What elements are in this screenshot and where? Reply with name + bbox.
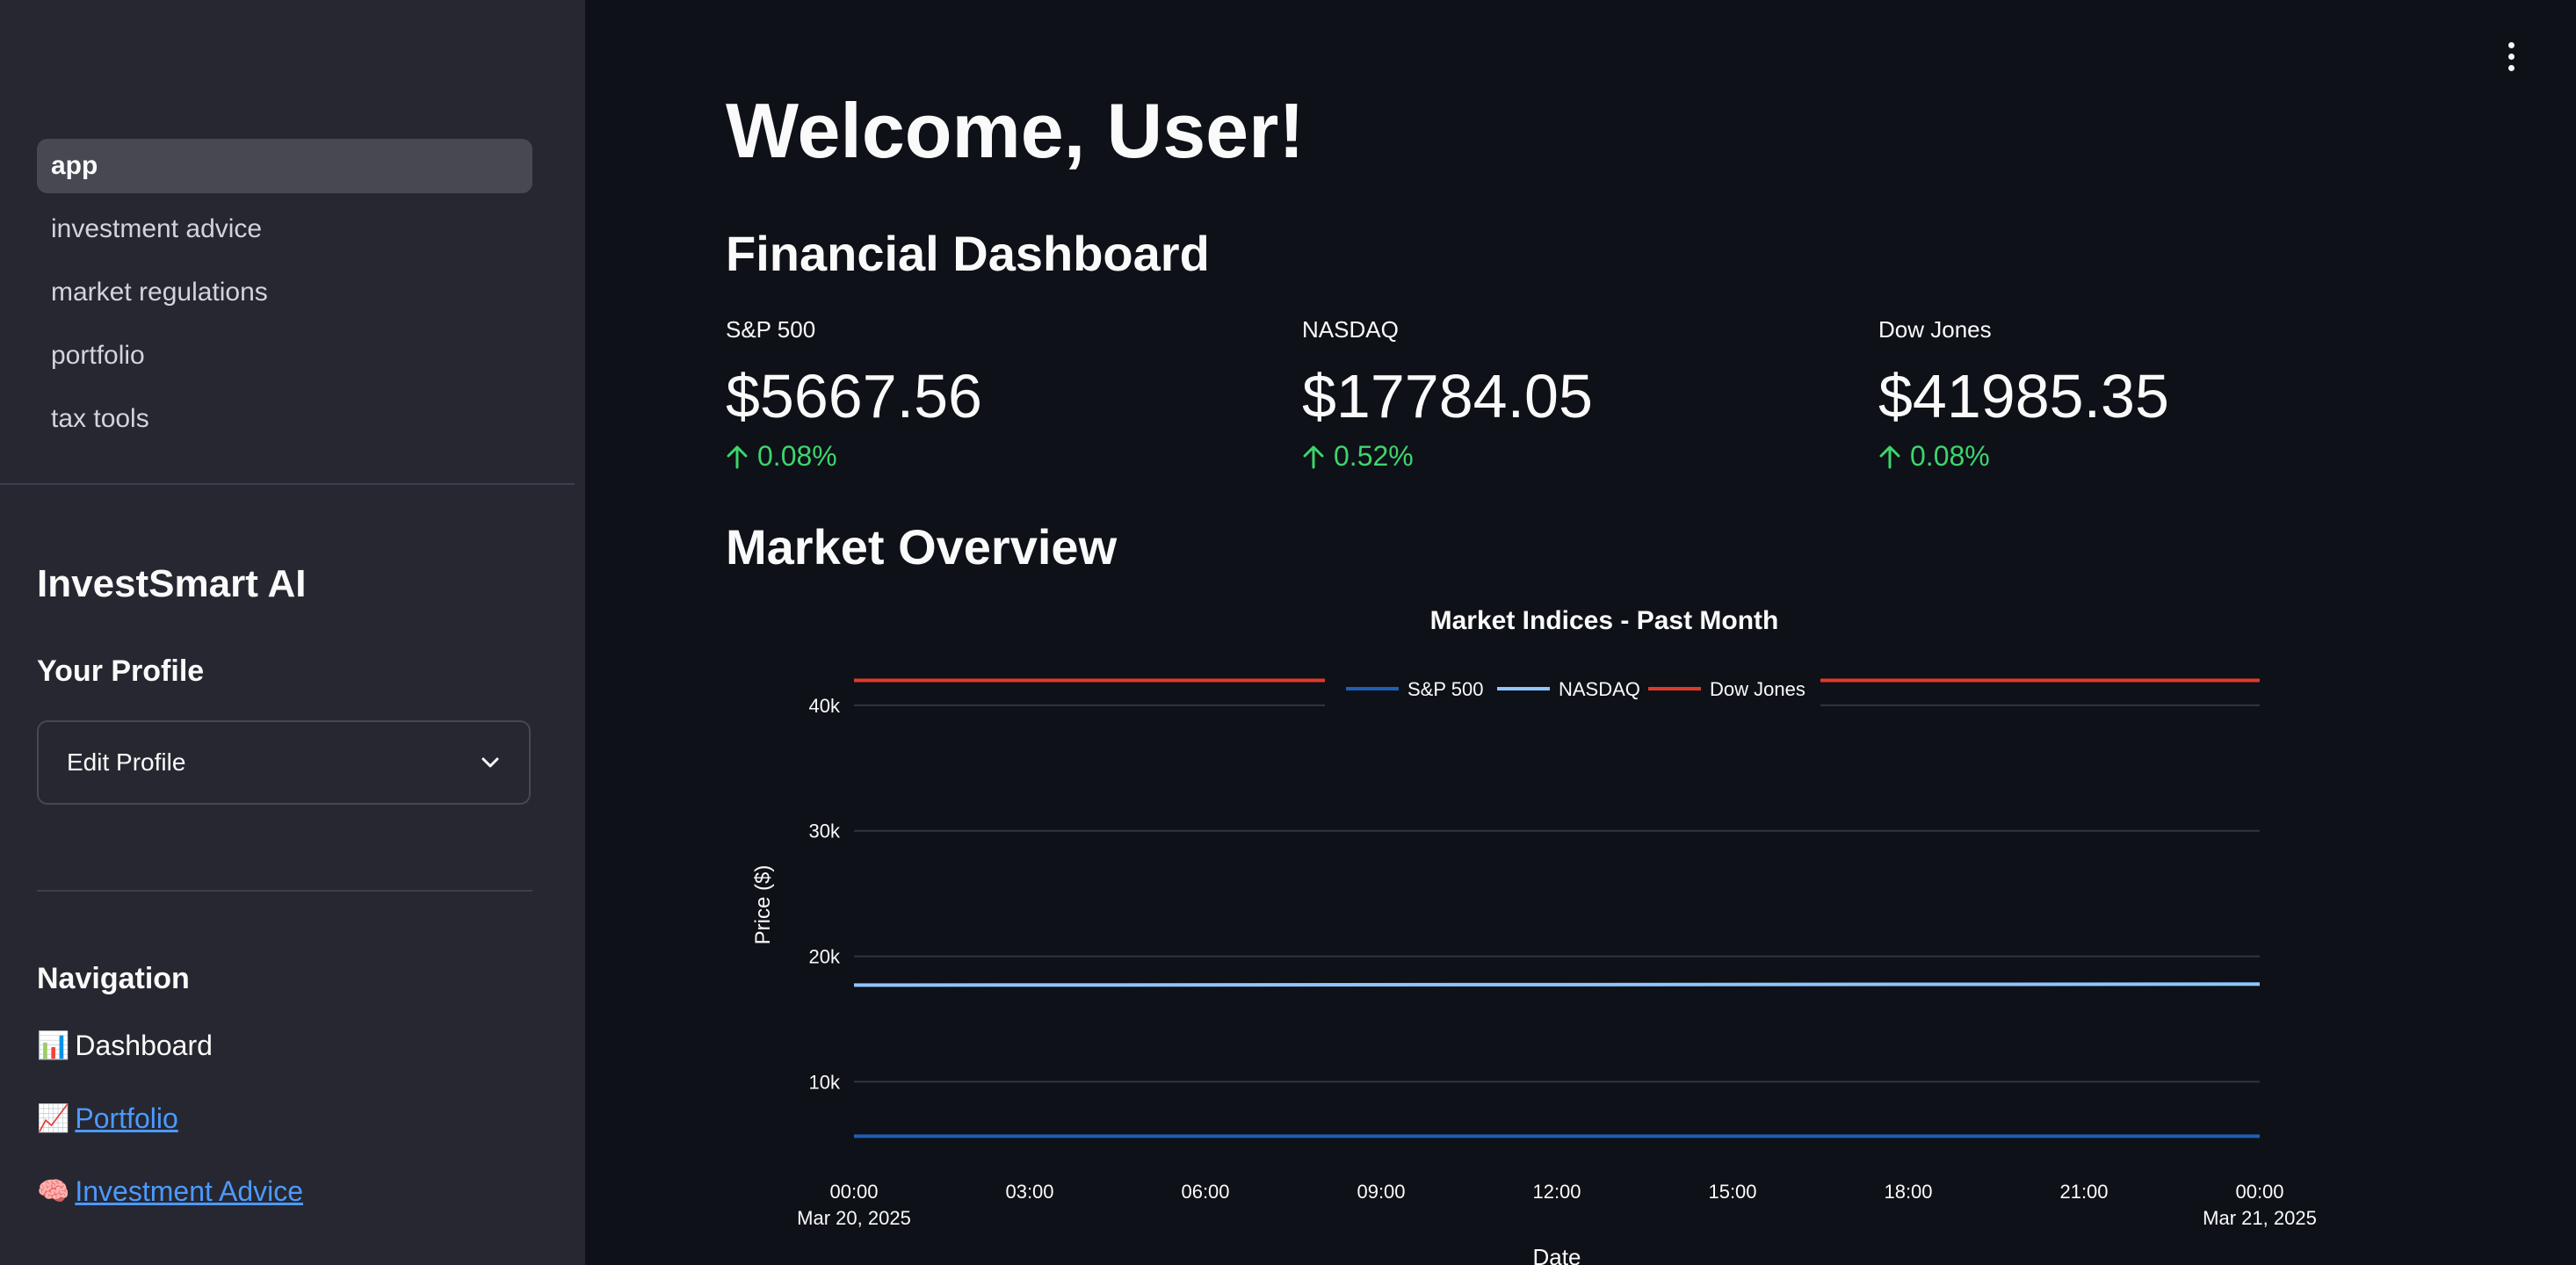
trend-up-icon: 📈 [37, 1104, 70, 1133]
x-tick-label: 00:00 [829, 1181, 878, 1203]
x-tick-label: 15:00 [1708, 1181, 1756, 1203]
x-tick-date-label: Mar 21, 2025 [2203, 1207, 2317, 1229]
welcome-heading: Welcome, User! [726, 87, 1305, 174]
investment-advice-link[interactable]: Investment Advice [75, 1175, 304, 1207]
arrow-up-icon [727, 445, 748, 468]
expander-label: Edit Profile [67, 748, 186, 776]
metric-nasdaq: NASDAQ $17784.05 0.52% [1302, 316, 1829, 473]
legend-background [1325, 668, 1820, 710]
market-indices-chart[interactable]: Market Indices - Past Month 10k 20k 30k 40k 0… [726, 597, 2360, 1265]
metric-delta: 0.52% [1302, 440, 1829, 473]
metric-value: $41985.35 [1878, 362, 2169, 430]
series-line-nasdaq [853, 982, 2261, 987]
nav-investment-advice: 🧠 Investment Advice [37, 1175, 303, 1208]
x-tick-date-label: Mar 20, 2025 [797, 1207, 911, 1229]
legend-label: S&P 500 [1407, 678, 1483, 700]
x-axis-label: Date [1533, 1244, 1581, 1265]
sidebar-divider [37, 890, 532, 892]
metric-delta-value: 0.08% [757, 440, 837, 472]
metric-value: $5667.56 [726, 362, 982, 430]
y-tick-label: 30k [809, 820, 841, 842]
metric-delta-value: 0.52% [1334, 440, 1414, 472]
profile-heading: Your Profile [37, 654, 205, 688]
sidebar-page-portfolio[interactable]: portfolio [51, 341, 145, 370]
metric-dow-jones: Dow Jones $41985.35 0.08% [1878, 316, 2406, 473]
metric-delta: 0.08% [1878, 440, 2406, 473]
edit-profile-expander[interactable]: Edit Profile [37, 720, 531, 805]
metric-sp500: S&P 500 $5667.56 0.08% [726, 316, 1253, 473]
legend-label: Dow Jones [1710, 678, 1805, 700]
x-tick-label: 03:00 [1005, 1181, 1053, 1203]
y-axis-label: Price ($) [751, 865, 775, 945]
chart-icon: 📊 [37, 1031, 70, 1060]
portfolio-link[interactable]: Portfolio [75, 1102, 178, 1134]
arrow-up-icon [1303, 445, 1324, 468]
page-nav-list: app investment advice market regulations po… [37, 139, 532, 455]
more-vertical-icon[interactable] [2506, 42, 2516, 72]
nav-portfolio: 📈 Portfolio [37, 1102, 178, 1135]
metric-delta: 0.08% [726, 440, 1253, 473]
x-tick-label: 00:00 [2235, 1181, 2283, 1203]
metric-label: Dow Jones [1878, 316, 1992, 343]
x-tick-label: 06:00 [1181, 1181, 1229, 1203]
main-content: Welcome, User! Financial Dashboard S&P 5… [585, 0, 2576, 1265]
y-tick-label: 40k [809, 695, 841, 717]
x-tick-label: 12:00 [1532, 1181, 1581, 1203]
chevron-down-icon [481, 757, 499, 768]
nav-dashboard-label: Dashboard [75, 1030, 213, 1061]
x-tick-label: 09:00 [1357, 1181, 1405, 1203]
y-tick-label: 20k [809, 946, 841, 968]
legend-label: NASDAQ [1559, 678, 1640, 700]
y-tick-label: 10k [809, 1071, 841, 1093]
navigation-heading: Navigation [37, 962, 190, 995]
chart-title: Market Indices - Past Month [1430, 606, 1779, 635]
brand-title: InvestSmart AI [37, 562, 307, 605]
financial-dashboard-heading: Financial Dashboard [726, 226, 1210, 281]
metric-delta-value: 0.08% [1910, 440, 1990, 472]
metric-label: NASDAQ [1302, 316, 1399, 343]
brain-icon: 🧠 [37, 1177, 70, 1206]
sidebar-page-tax-tools[interactable]: tax tools [51, 404, 149, 433]
sidebar-divider [0, 483, 575, 485]
market-overview-heading: Market Overview [726, 519, 1118, 575]
sidebar: app investment advice market regulations po… [0, 0, 585, 1265]
x-tick-label: 21:00 [2059, 1181, 2108, 1203]
metric-label: S&P 500 [726, 316, 816, 343]
metric-value: $17784.05 [1302, 362, 1593, 430]
nav-dashboard: 📊 Dashboard [37, 1030, 213, 1062]
arrow-up-icon [1879, 445, 1900, 468]
x-tick-label: 18:00 [1884, 1181, 1932, 1203]
sidebar-page-market-regulations[interactable]: market regulations [51, 278, 268, 307]
sidebar-page-investment-advice[interactable]: investment advice [51, 214, 263, 243]
sidebar-page-app[interactable]: app [37, 139, 532, 193]
